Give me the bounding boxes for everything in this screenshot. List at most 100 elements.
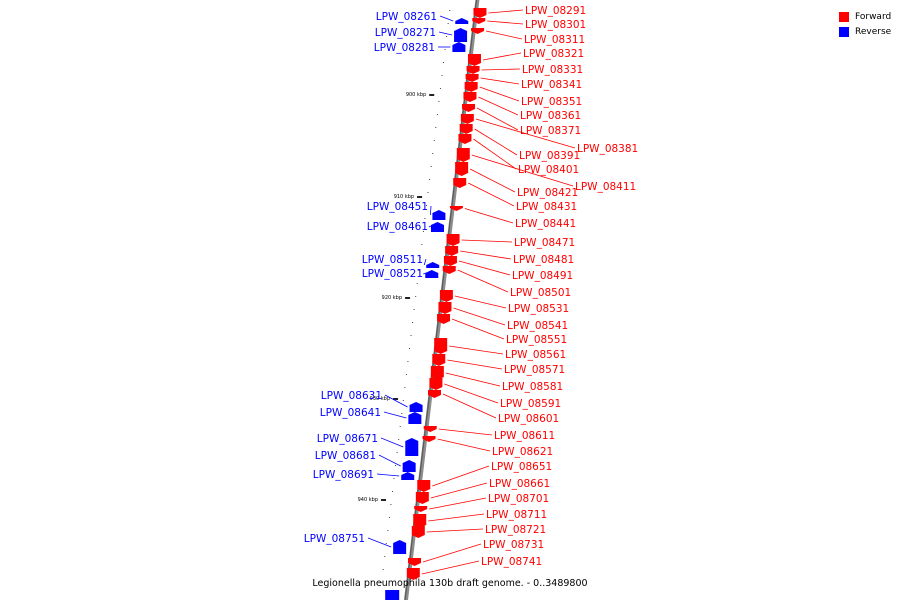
minor-tick: [398, 439, 400, 440]
gene-labels: LPW_08291 LPW_08301 LPW_08311 LPW_08321 LPW_…: [304, 5, 638, 575]
forward-gene-label: LPW_08331: [522, 64, 583, 76]
forward-swatch: [839, 11, 849, 22]
forward-leader: [429, 497, 487, 510]
forward-gene: [455, 162, 469, 176]
reverse-leader: [383, 411, 407, 419]
reverse-swatch: [839, 26, 849, 37]
forward-gene: [422, 436, 436, 442]
minor-tick: [381, 582, 383, 583]
reverse-gene: [409, 402, 423, 412]
minor-tick: [449, 10, 451, 11]
forward-gene: [437, 314, 451, 324]
forward-gene: [462, 104, 476, 112]
forward-gene: [442, 266, 456, 274]
forward-gene: [413, 514, 427, 528]
legend-forward: Forward: [839, 9, 891, 24]
map-caption: Legionella pneumophila 130b draft genome…: [312, 578, 588, 589]
minor-tick: [422, 231, 424, 232]
forward-gene-label: LPW_08661: [489, 478, 550, 490]
forward-gene: [472, 18, 486, 24]
forward-leader: [454, 295, 507, 309]
forward-gene-label: LPW_08491: [512, 270, 573, 282]
minor-tick: [421, 244, 423, 245]
reverse-gene-label: LPW_08451: [367, 201, 428, 213]
reverse-leader: [428, 225, 432, 228]
forward-leader: [487, 20, 524, 25]
reverse-gene: [405, 438, 419, 456]
forward-gene: [407, 558, 421, 566]
minor-tick: [396, 452, 398, 453]
forward-leader: [428, 513, 485, 522]
minor-tick: [402, 400, 404, 401]
minor-tick: [405, 374, 407, 375]
reverse-gene-label: LPW_08261: [376, 11, 437, 23]
reverse-gene: [455, 18, 469, 24]
forward-gene: [443, 256, 457, 266]
forward-gene: [463, 92, 477, 102]
forward-gene-label: LPW_08721: [485, 524, 546, 536]
forward-gene: [423, 426, 437, 432]
forward-gene: [429, 378, 443, 390]
forward-leader: [480, 77, 520, 85]
minor-tick: [430, 166, 432, 167]
forward-gene: [465, 74, 479, 82]
minor-tick: [382, 569, 384, 570]
forward-gene: [456, 148, 470, 162]
minor-tick: [391, 491, 393, 492]
forward-gene-label: LPW_08471: [514, 237, 575, 249]
tick-label: 920 kbp: [382, 295, 402, 301]
reverse-leader: [438, 31, 453, 36]
reverse-gene: [432, 210, 446, 220]
backbone-line: [404, 0, 478, 600]
forward-gene-label: LPW_08411: [575, 181, 636, 193]
forward-leader: [469, 168, 516, 193]
reverse-gene-label: LPW_08691: [313, 469, 374, 481]
legend-reverse-label: Reverse: [855, 26, 892, 37]
forward-gene-label: LPW_08391: [519, 150, 580, 162]
forward-gene: [473, 8, 487, 18]
reverse-gene-label: LPW_08631: [321, 390, 382, 402]
forward-gene-label: LPW_08301: [525, 19, 586, 31]
forward-leader: [451, 318, 505, 340]
minor-tick: [401, 413, 403, 414]
major-tick: [405, 297, 411, 299]
forward-leader: [447, 359, 503, 370]
major-tick: [429, 94, 435, 96]
reverse-leader: [384, 394, 408, 408]
reverse-leader: [423, 258, 427, 266]
reverse-leader: [430, 205, 432, 216]
tick-label: 900 kbp: [406, 92, 426, 98]
forward-leader: [481, 68, 521, 71]
forward-gene-label: LPW_08421: [517, 187, 578, 199]
forward-gene-label: LPW_08701: [488, 493, 549, 505]
minor-tick: [427, 192, 429, 193]
forward-leader: [457, 269, 509, 293]
forward-leader: [460, 250, 512, 260]
forward-gene-label: LPW_08401: [518, 164, 579, 176]
minor-tick: [443, 62, 445, 63]
forward-gene-label: LPW_08291: [525, 5, 586, 17]
forward-leader: [432, 465, 490, 487]
minor-tick: [385, 543, 387, 544]
tick-marks: 900 kbp 910 kbp 920 kbp 930 kbp 940 kbp: [358, 10, 451, 583]
forward-leader: [473, 138, 517, 170]
gene-features: [385, 8, 487, 600]
forward-gene-label: LPW_08651: [491, 461, 552, 473]
forward-gene-label: LPW_08601: [498, 413, 559, 425]
forward-gene-label: LPW_08591: [500, 398, 561, 410]
forward-leader: [445, 372, 501, 387]
reverse-leader: [376, 473, 400, 477]
forward-leader: [464, 208, 514, 224]
forward-gene: [460, 114, 474, 124]
forward-leader: [453, 307, 506, 326]
forward-gene-label: LPW_08371: [520, 125, 581, 137]
reverse-gene: [408, 412, 422, 424]
forward-gene: [458, 134, 472, 144]
forward-gene-label: LPW_08381: [577, 143, 638, 155]
forward-gene: [406, 568, 420, 580]
legend: Forward Reverse: [839, 9, 891, 39]
major-tick: [381, 499, 387, 501]
major-tick: [417, 196, 423, 198]
minor-tick: [399, 426, 401, 427]
